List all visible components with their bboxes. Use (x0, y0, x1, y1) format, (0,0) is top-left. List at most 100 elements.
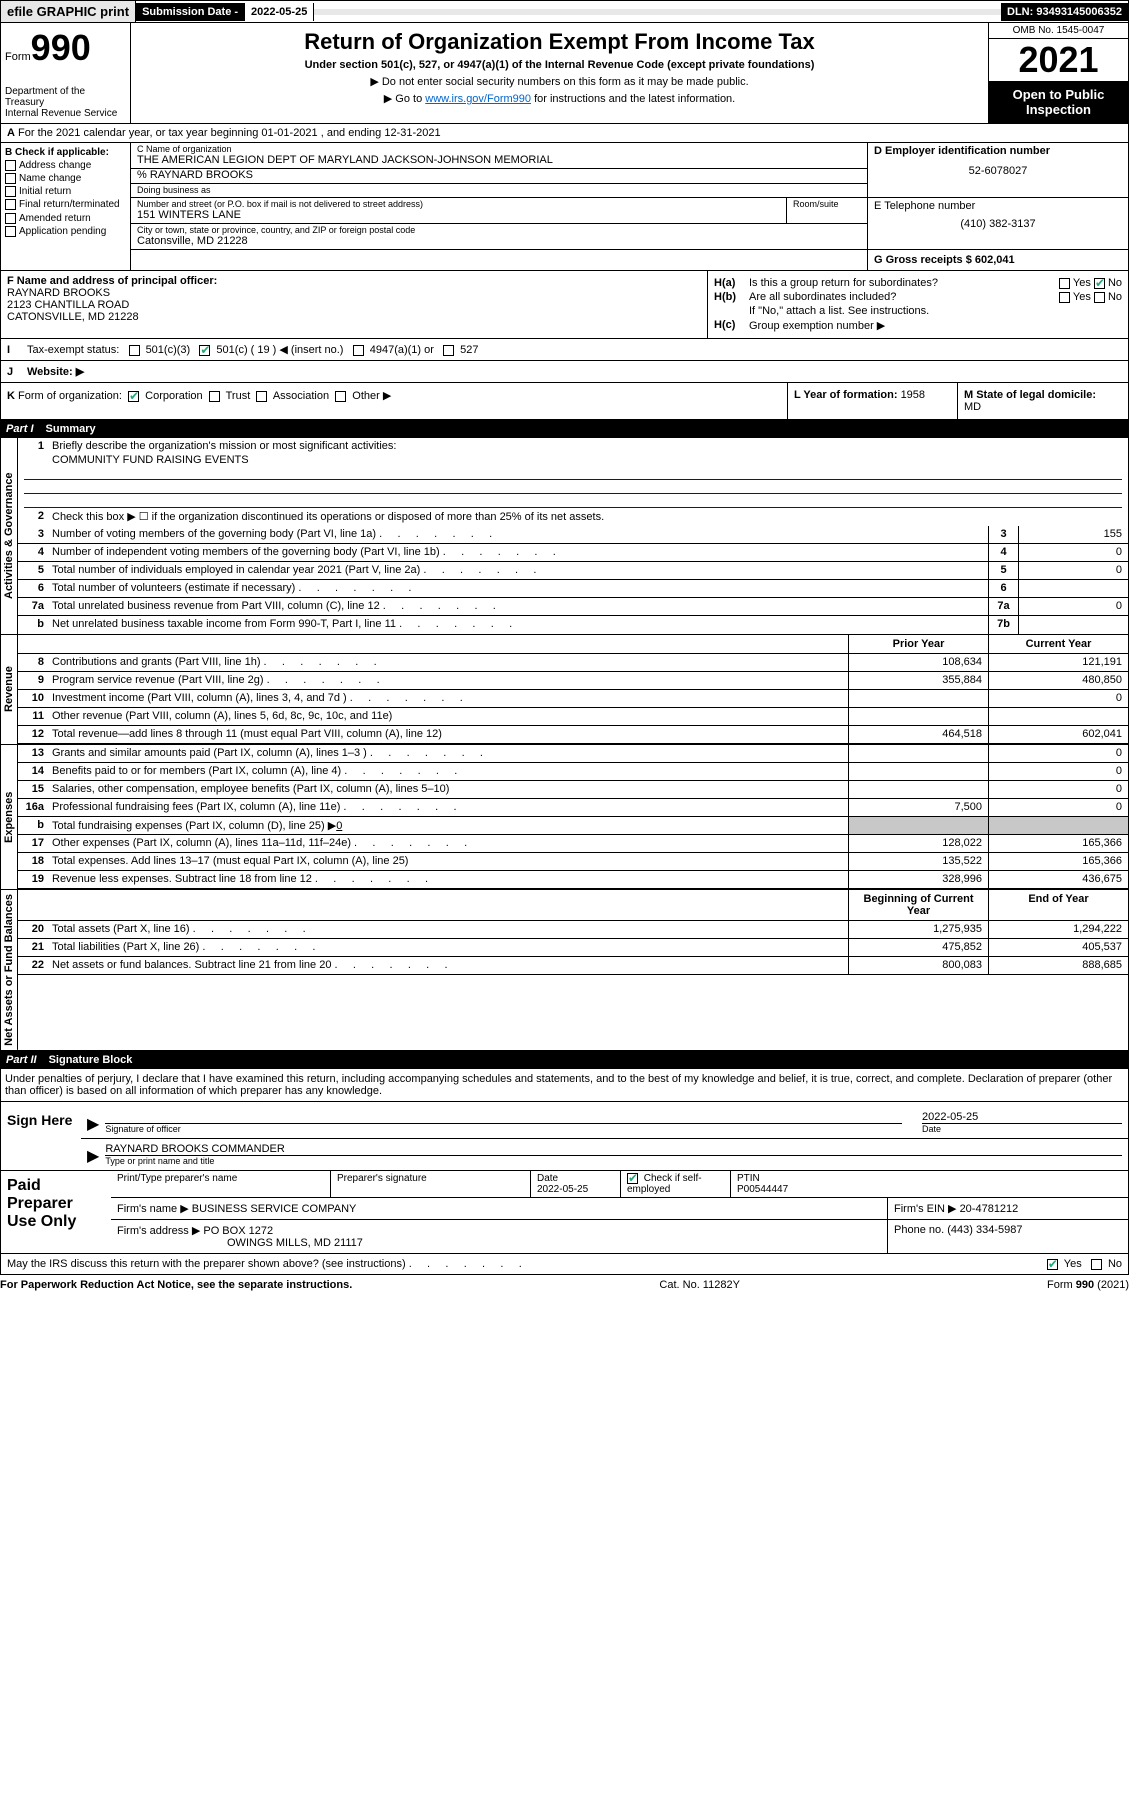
e-label: E Telephone number (874, 200, 1122, 212)
revenue-section: Revenue Prior Year Current Year 8Contrib… (0, 635, 1129, 745)
governance-section: Activities & Governance 1 Briefly descri… (0, 438, 1129, 635)
check-other[interactable] (335, 391, 346, 402)
line-7a-value: 0 (1018, 598, 1128, 615)
b-label: B Check if applicable: (5, 147, 126, 158)
prep-date-label: Date (537, 1173, 614, 1184)
form-subtitle: Under section 501(c), 527, or 4947(a)(1)… (137, 59, 982, 71)
footer-left: For Paperwork Reduction Act Notice, see … (0, 1279, 352, 1291)
line-9-text: Program service revenue (Part VIII, line… (48, 672, 848, 689)
line-6-text: Total number of volunteers (estimate if … (48, 580, 988, 597)
section-l-year: L Year of formation: 1958 (788, 383, 958, 419)
check-amended-return[interactable]: Amended return (5, 213, 126, 224)
col-head-spacer-1 (18, 635, 848, 653)
line-15-text: Salaries, other compensation, employee b… (48, 781, 848, 798)
submission-date-value: 2022-05-25 (245, 3, 314, 21)
check-final-return[interactable]: Final return/terminated (5, 199, 126, 210)
line-16a-curr: 0 (988, 799, 1128, 816)
line-19-text: Revenue less expenses. Subtract line 18 … (48, 871, 848, 888)
check-corporation[interactable] (128, 391, 139, 402)
dln: DLN: 93493145006352 (1001, 3, 1128, 21)
line-20-text: Total assets (Part X, line 16) (48, 921, 848, 938)
line-17-curr: 165,366 (988, 835, 1128, 852)
col-prior-year: Prior Year (848, 635, 988, 653)
l-value: 1958 (901, 389, 925, 401)
entity-mid: C Name of organization THE AMERICAN LEGI… (131, 143, 1128, 270)
prep-name-label: Print/Type preparer's name (111, 1171, 331, 1197)
line-11-prior (848, 708, 988, 725)
goto-suffix: for instructions and the latest informat… (531, 93, 735, 105)
line-19-curr: 436,675 (988, 871, 1128, 888)
form-word: Form (5, 51, 31, 63)
check-501c3[interactable] (129, 345, 140, 356)
may-irs-yes-no: Yes No (1047, 1258, 1122, 1270)
check-self-employed[interactable] (627, 1173, 638, 1184)
room-label: Room/suite (787, 198, 867, 209)
line-7a-text: Total unrelated business revenue from Pa… (48, 598, 988, 615)
page-footer: For Paperwork Reduction Act Notice, see … (0, 1275, 1129, 1295)
hb-yes-no: Yes No (1059, 291, 1122, 303)
ptin-label: PTIN (737, 1173, 1122, 1184)
ein-value: 52-6078027 (874, 165, 1122, 177)
check-name-change[interactable]: Name change (5, 173, 126, 184)
line-16b-curr-shaded (988, 817, 1128, 834)
ha-yes-checkbox[interactable] (1059, 278, 1070, 289)
line-11-text: Other revenue (Part VIII, column (A), li… (48, 708, 848, 725)
check-address-change[interactable]: Address change (5, 160, 126, 171)
check-application-pending[interactable]: Application pending (5, 226, 126, 237)
part2-title: Signature Block (49, 1054, 133, 1066)
line-14-text: Benefits paid to or for members (Part IX… (48, 763, 848, 780)
klm-block: K Form of organization: Corporation Trus… (0, 383, 1129, 420)
col-begin-year: Beginning of Current Year (848, 890, 988, 920)
prep-date-value: 2022-05-25 (537, 1184, 614, 1195)
firm-name-cell: Firm's name ▶ BUSINESS SERVICE COMPANY (111, 1198, 888, 1219)
ptin-value: P00544447 (737, 1184, 1122, 1195)
street-value: 151 WINTERS LANE (131, 209, 786, 223)
tax-year: 2021 (989, 39, 1128, 81)
header-left: Form990 Department of the Treasury Inter… (1, 23, 131, 123)
may-irs-no-checkbox[interactable] (1091, 1259, 1102, 1270)
prep-ptin-cell: PTIN P00544447 (731, 1171, 1128, 1197)
line-11-curr (988, 708, 1128, 725)
hb-yes-checkbox[interactable] (1059, 292, 1070, 303)
sig-date-value: 2022-05-25 (922, 1111, 1122, 1124)
line-3-num: 3 (18, 526, 48, 543)
check-501c[interactable] (199, 345, 210, 356)
header-mid: Return of Organization Exempt From Incom… (131, 23, 988, 123)
check-trust[interactable] (209, 391, 220, 402)
entity-block: B Check if applicable: Address change Na… (0, 143, 1129, 271)
ha-label: H(a) (714, 277, 749, 289)
firm-phone-cell: Phone no. (443) 334-5987 (888, 1220, 1128, 1253)
l-label: L Year of formation: (794, 389, 901, 401)
line-16b-amount: 0 (336, 820, 342, 832)
hb-no-checkbox[interactable] (1094, 292, 1105, 303)
check-527[interactable] (443, 345, 454, 356)
check-initial-return[interactable]: Initial return (5, 186, 126, 197)
ha-no-checkbox[interactable] (1094, 278, 1105, 289)
may-irs-yes-checkbox[interactable] (1047, 1259, 1058, 1270)
dba-value (131, 195, 867, 197)
line-16a-prior: 7,500 (848, 799, 988, 816)
g-label: G Gross receipts $ (874, 254, 975, 266)
line-6-box: 6 (988, 580, 1018, 597)
check-4947[interactable] (353, 345, 364, 356)
line-20-end: 1,294,222 (988, 921, 1128, 938)
check-association[interactable] (256, 391, 267, 402)
line-3-text: Number of voting members of the governin… (48, 526, 988, 543)
line-14-prior (848, 763, 988, 780)
officer-name: RAYNARD BROOKS (7, 287, 701, 299)
sig-officer-label: Signature of officer (105, 1124, 902, 1134)
part2-heading: Part II Signature Block (0, 1051, 1129, 1069)
prep-sig-label: Preparer's signature (331, 1171, 531, 1197)
line-10-prior (848, 690, 988, 707)
form-number: 990 (31, 27, 91, 68)
part2-label: Part II (6, 1054, 37, 1066)
firm-phone-label: Phone no. (894, 1224, 947, 1236)
firm-ein-value: 20-4781212 (960, 1203, 1019, 1215)
firm-ein-label: Firm's EIN ▶ (894, 1203, 960, 1215)
irs-link[interactable]: www.irs.gov/Form990 (425, 93, 531, 105)
firm-phone-value: (443) 334-5987 (947, 1224, 1022, 1236)
form-title: Return of Organization Exempt From Incom… (137, 29, 982, 55)
efile-link[interactable]: efile GRAPHIC print (1, 1, 136, 22)
col-head-spacer-2 (18, 890, 848, 920)
firm-name-label: Firm's name ▶ (117, 1203, 192, 1215)
